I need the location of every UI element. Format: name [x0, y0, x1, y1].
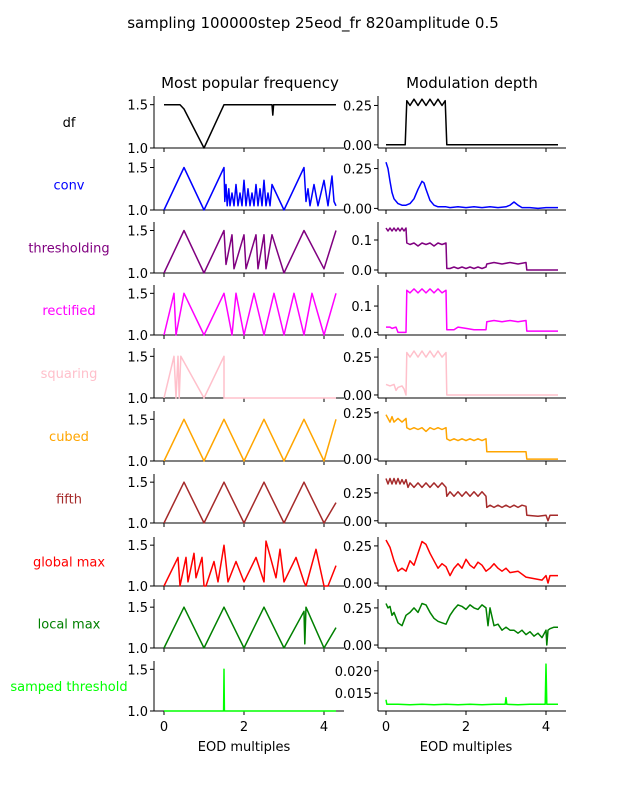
row-label-rectified: rectified	[42, 304, 95, 319]
right-ytick-label-squaring: 0.25	[343, 351, 372, 366]
xtick-label: 0	[160, 720, 168, 735]
right-ytick-label-fifth: 0.00	[343, 515, 372, 530]
right-ytick-label-fifth: 0.25	[343, 487, 372, 502]
right-ytick-label-df: 0.25	[343, 99, 372, 114]
x-axis-label: EOD multiples	[420, 740, 513, 755]
left-series-line-rectified	[163, 292, 337, 336]
right-ytick-label-rectified: 0.0	[351, 326, 372, 341]
left-ytick-label-local-max: 1.0	[127, 642, 148, 657]
right-series-line-global-max	[385, 539, 558, 584]
row-label-samped-threshold: samped threshold	[10, 680, 127, 695]
left-ytick-label-samped-threshold: 1.5	[127, 663, 148, 678]
right-ytick-label-local-max: 0.25	[343, 602, 372, 617]
left-series-line-local-max	[163, 606, 337, 649]
right-series-line-squaring	[385, 350, 558, 396]
right-series-line-local-max	[385, 602, 558, 646]
left-ytick-label-global-max: 1.5	[127, 539, 148, 554]
left-series-line-global-max	[163, 540, 337, 587]
left-ytick-label-rectified: 1.0	[127, 329, 148, 344]
right-ytick-label-cubed: 0.00	[343, 453, 372, 468]
col-title-modulation: Modulation depth	[406, 74, 538, 92]
right-ytick-label-rectified: 0.1	[351, 300, 372, 315]
left-ytick-label-cubed: 1.5	[127, 413, 148, 428]
row-label-thresholding: thresholding	[28, 242, 109, 257]
xtick-label: 2	[240, 720, 248, 735]
right-series-line-fifth	[385, 477, 558, 522]
left-ytick-label-conv: 1.5	[127, 162, 148, 177]
left-series-line-df	[164, 103, 336, 149]
right-series-line-samped-threshold	[385, 663, 558, 706]
right-ytick-label-samped-threshold: 0.020	[335, 665, 372, 680]
right-ytick-label-local-max: 0.00	[343, 639, 372, 654]
right-ytick-label-thresholding: 0.1	[351, 234, 372, 249]
right-ytick-label-thresholding: 0.0	[351, 264, 372, 279]
xtick-label: 4	[320, 720, 328, 735]
right-series-line-rectified	[386, 288, 558, 334]
right-series-line-df	[386, 98, 558, 146]
panels: df1.01.50.000.25conv1.01.50.000.25thresh…	[10, 96, 566, 755]
left-series-line-samped-threshold	[164, 668, 336, 712]
left-ytick-label-samped-threshold: 1.0	[127, 705, 148, 720]
left-ytick-label-squaring: 1.0	[127, 392, 148, 407]
left-ytick-label-thresholding: 1.5	[127, 225, 148, 240]
left-ytick-label-thresholding: 1.0	[127, 267, 148, 282]
left-ytick-label-df: 1.0	[127, 142, 148, 157]
right-ytick-label-conv: 0.00	[343, 202, 372, 217]
row-label-cubed: cubed	[49, 430, 89, 445]
left-series-line-thresholding	[163, 229, 337, 274]
row-label-global-max: global max	[33, 556, 105, 571]
left-series-line-squaring	[163, 355, 336, 399]
right-ytick-label-global-max: 0.25	[343, 540, 372, 555]
col-title-frequency: Most popular frequency	[161, 74, 339, 92]
right-series-line-cubed	[385, 414, 558, 460]
left-ytick-label-df: 1.5	[127, 99, 148, 114]
left-ytick-label-fifth: 1.5	[127, 476, 148, 491]
xtick-label: 4	[542, 720, 550, 735]
left-ytick-label-cubed: 1.0	[127, 455, 148, 470]
figure-suptitle: sampling 100000step 25eod_fr 820amplitud…	[127, 14, 499, 33]
x-axis-label: EOD multiples	[198, 740, 291, 755]
left-ytick-label-local-max: 1.5	[127, 601, 148, 616]
left-ytick-label-conv: 1.0	[127, 204, 148, 219]
right-ytick-label-conv: 0.25	[343, 163, 372, 178]
row-label-df: df	[63, 116, 76, 131]
right-series-line-conv	[385, 161, 558, 210]
left-ytick-label-squaring: 1.5	[127, 350, 148, 365]
right-series-line-thresholding	[385, 227, 558, 271]
right-ytick-label-cubed: 0.25	[343, 407, 372, 422]
left-series-line-cubed	[163, 418, 337, 462]
right-ytick-label-samped-threshold: 0.015	[335, 687, 372, 702]
xtick-label: 2	[462, 720, 470, 735]
left-series-line-conv	[163, 166, 337, 211]
right-ytick-label-df: 0.00	[343, 139, 372, 154]
left-ytick-label-rectified: 1.5	[127, 287, 148, 302]
left-series-line-fifth	[163, 481, 337, 524]
row-label-fifth: fifth	[56, 493, 82, 508]
left-ytick-label-global-max: 1.0	[127, 580, 148, 595]
left-ytick-label-fifth: 1.0	[127, 517, 148, 532]
row-label-local-max: local max	[38, 618, 101, 633]
row-label-conv: conv	[53, 179, 84, 194]
xtick-label: 0	[382, 720, 390, 735]
right-ytick-label-squaring: 0.00	[343, 389, 372, 404]
row-label-squaring: squaring	[41, 367, 98, 382]
right-ytick-label-global-max: 0.00	[343, 577, 372, 592]
